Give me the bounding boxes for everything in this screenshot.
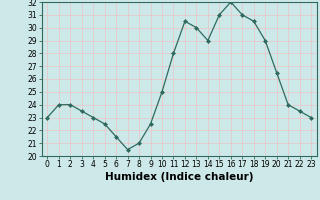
- X-axis label: Humidex (Indice chaleur): Humidex (Indice chaleur): [105, 172, 253, 182]
